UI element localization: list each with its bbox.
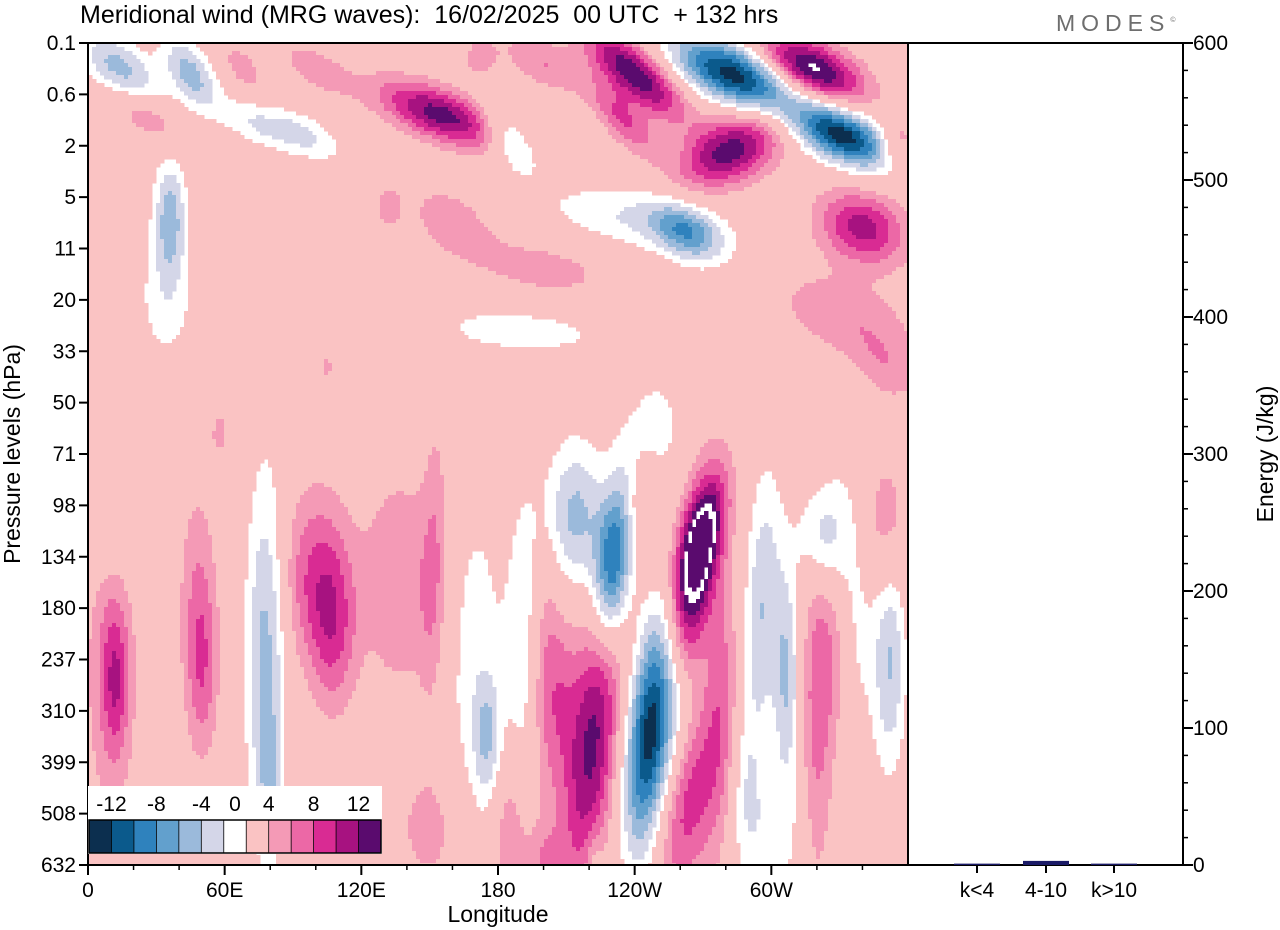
energy-x-axis: k<4 4-10 k>10 xyxy=(960,865,1137,902)
x-tick-label: 180 xyxy=(480,879,515,902)
colorbar-swatch xyxy=(178,820,202,853)
energy-bar xyxy=(1023,860,1069,865)
energy-axis-title: Energy (J/kg) xyxy=(1252,386,1278,523)
x-tick-label: 120E xyxy=(337,879,386,902)
logo-text: MODES xyxy=(1056,10,1171,36)
colorbar-frame xyxy=(88,819,382,854)
colorbar-label: -8 xyxy=(147,793,166,816)
colorbar-swatch xyxy=(156,820,180,853)
y-tick-label: 399 xyxy=(41,751,76,774)
y-tick-label: 98 xyxy=(53,494,76,517)
colorbar-swatch xyxy=(246,820,269,853)
x-tick-label: 60E xyxy=(206,879,243,902)
y-tick-label: 11 xyxy=(54,238,76,261)
y-tick-label: 632 xyxy=(41,854,76,877)
energy-x-tick-label: 4-10 xyxy=(1025,879,1067,902)
x-tick-label: 60W xyxy=(750,879,793,902)
energy-y-tick-label: 500 xyxy=(1193,169,1228,192)
colorbar-label: -4 xyxy=(192,793,211,816)
y-tick-label: 310 xyxy=(41,700,76,723)
colorbar-swatch xyxy=(268,820,292,853)
colorbar-label: 8 xyxy=(308,793,320,816)
colorbar-swatch xyxy=(358,820,382,853)
heatmap-field xyxy=(88,43,908,865)
energy-panel-frame xyxy=(907,42,1184,866)
colorbar-swatch xyxy=(313,820,337,853)
energy-x-tick-label: k<4 xyxy=(960,879,995,902)
y-tick-label: 33 xyxy=(53,340,76,363)
energy-y-tick-label: 200 xyxy=(1193,580,1228,603)
x-axis: 0 60E 120E 180 120W 60W xyxy=(82,865,864,902)
y-axis: 0.1 0.6 2 5 11 20 33 50 71 98 134 180 237 310 399 508 63… xyxy=(41,32,88,877)
y-tick-label: 71 xyxy=(53,443,76,466)
colorbar: -12 -8 -4 0 4 8 12 xyxy=(88,786,382,854)
colorbar-swatch xyxy=(201,820,225,853)
energy-bar xyxy=(1091,863,1137,865)
y-axis-title: Pressure levels (hPa) xyxy=(0,344,25,564)
y-tick-label: 134 xyxy=(41,546,76,569)
colorbar-label: 0 xyxy=(229,793,241,816)
energy-y-axis: 0 100 200 300 400 500 600 xyxy=(1183,32,1228,877)
x-axis-title: Longitude xyxy=(447,901,548,927)
colorbar-swatch xyxy=(336,820,359,853)
colorbar-label: 12 xyxy=(347,793,370,816)
energy-y-tick-label: 0 xyxy=(1193,854,1205,877)
y-tick-label: 20 xyxy=(53,289,76,312)
energy-x-tick-label: k>10 xyxy=(1091,879,1137,902)
energy-bars xyxy=(954,860,1137,865)
colorbar-label: -12 xyxy=(96,793,126,816)
y-tick-label: 180 xyxy=(41,597,76,620)
colorbar-swatch xyxy=(89,820,112,853)
energy-y-tick-label: 600 xyxy=(1193,32,1228,55)
modes-logo: MODES© xyxy=(1056,10,1176,36)
y-tick-label: 237 xyxy=(41,649,76,672)
y-tick-label: 0.1 xyxy=(47,32,76,55)
colorbar-swatch xyxy=(291,820,314,853)
colorbar-swatch xyxy=(111,820,135,853)
y-tick-label: 5 xyxy=(64,186,76,209)
x-tick-label: 120W xyxy=(607,879,662,902)
energy-bar xyxy=(954,863,1000,865)
y-tick-label: 50 xyxy=(53,392,76,415)
y-tick-label: 0.6 xyxy=(47,83,76,106)
colorbar-swatch xyxy=(133,820,157,853)
chart-title: Meridional wind (MRG waves): 16/02/2025 … xyxy=(80,1,779,29)
y-tick-label: 508 xyxy=(41,803,76,826)
energy-y-tick-label: 400 xyxy=(1193,306,1228,329)
y-tick-label: 2 xyxy=(64,135,76,158)
energy-y-tick-label: 300 xyxy=(1193,443,1228,466)
colorbar-label: 4 xyxy=(263,793,275,816)
x-tick-label: 0 xyxy=(82,879,94,902)
energy-y-tick-label: 100 xyxy=(1193,717,1228,740)
colorbar-swatch xyxy=(223,820,247,853)
